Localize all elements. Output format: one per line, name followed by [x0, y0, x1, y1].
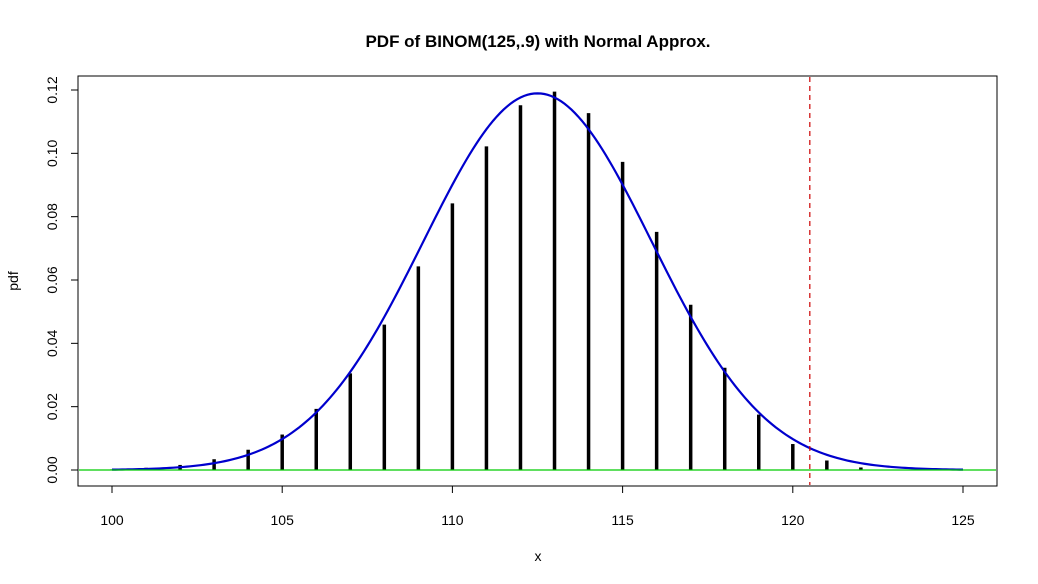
x-tick-label: 100: [100, 512, 124, 528]
x-tick-label: 115: [611, 512, 634, 528]
plot-frame: [77, 75, 998, 487]
x-tick-label: 105: [271, 512, 295, 528]
y-tick-label: 0.06: [44, 266, 60, 293]
x-axis: 100 105 110 115 120 125: [100, 485, 975, 528]
y-tick-label: 0.02: [44, 393, 60, 420]
normal-approx-curve: [111, 92, 964, 471]
x-tick-label: 120: [781, 512, 805, 528]
y-tick-label: 0.12: [44, 76, 60, 103]
x-tick-label: 125: [951, 512, 975, 528]
y-tick-label: 0.00: [44, 456, 60, 483]
y-tick-label: 0.08: [44, 203, 60, 230]
x-axis-label: x: [535, 548, 542, 564]
x-tick-label: 110: [441, 512, 464, 528]
plot-area: [79, 77, 996, 485]
y-tick-label: 0.04: [44, 329, 60, 356]
y-axis: 0.00 0.02 0.04 0.06 0.08 0.10 0.12: [44, 76, 79, 484]
y-axis-label: pdf: [5, 271, 21, 291]
y-tick-label: 0.10: [44, 139, 60, 166]
chart-title: PDF of BINOM(125,.9) with Normal Approx.: [365, 32, 710, 51]
